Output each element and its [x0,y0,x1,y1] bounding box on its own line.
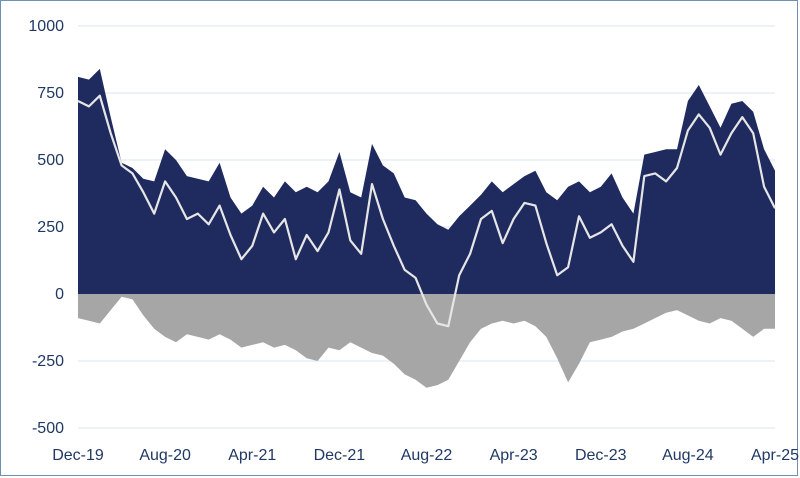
y-tick-label: 0 [55,286,64,303]
x-tick-label: Dec-19 [52,447,104,464]
x-tick-label: Aug-20 [139,447,191,464]
y-tick-label: 750 [37,85,64,102]
series-lines [77,94,776,328]
x-axis-tick-labels: Dec-19 Aug-20 Apr-21 Dec-21 Aug-22 Apr-23 Dec-… [52,447,799,464]
y-axis-tick-labels: 1000 750 500 250 0 -250 -500 [28,18,64,437]
y-tick-label: -500 [32,420,64,437]
y-tick-label: 1000 [28,18,64,35]
series-line-2 [77,94,776,328]
x-tick-label: Apr-23 [490,447,538,464]
x-tick-label: Apr-25 [751,447,799,464]
series-area-0 [78,68,775,295]
y-tick-label: 500 [37,152,64,169]
x-tick-label: Aug-22 [401,447,453,464]
series-areas [78,68,775,388]
x-tick-label: Dec-21 [314,447,366,464]
y-tick-label: -250 [32,353,64,370]
x-tick-label: Apr-21 [228,447,276,464]
x-tick-label: Dec-23 [575,447,627,464]
x-tick-label: Aug-24 [662,447,714,464]
series-area-1 [78,294,775,388]
y-tick-label: 250 [37,219,64,236]
